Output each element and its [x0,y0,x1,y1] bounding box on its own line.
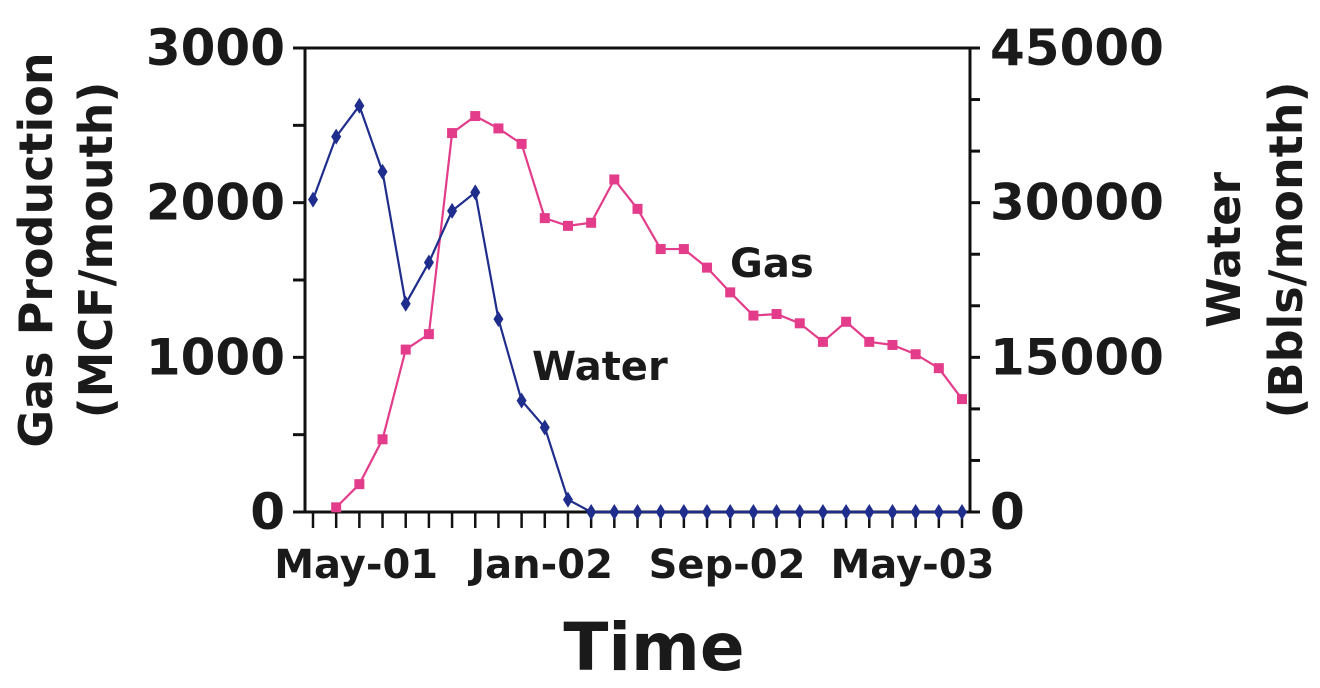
right-y-tick-label: 45000 [990,19,1164,77]
axes [303,46,972,514]
water-point [817,504,828,520]
left-y-tick-label: 1000 [146,328,285,386]
left-y-tick-label: 3000 [146,19,285,77]
x-tick-label: Jan-02 [467,542,613,588]
right-y-tick-label: 15000 [990,328,1164,386]
water-point [910,504,921,520]
right-axis-title-line1: Water [1197,172,1251,328]
left-axis-title-line2: (MCF/mouth) [69,82,123,419]
left-axis-title-line1: Gas Production [9,52,63,447]
water-point [933,504,944,520]
gas-point [841,316,852,327]
series-label-water: Water [532,344,668,390]
gas-point [725,287,736,298]
gas-point [539,213,550,224]
water-point [887,504,898,520]
water-point [539,419,550,436]
x-tick-label: Sep-02 [649,542,806,588]
water-point [609,504,620,520]
series-line-water [311,103,962,514]
water-point [516,392,527,409]
gas-point [609,174,620,185]
water-point [400,295,411,312]
water-point [562,491,573,508]
water-point [586,504,597,520]
water-point [748,504,759,520]
gas-point [748,310,759,321]
gas-point [910,349,921,360]
water-point [678,504,689,520]
right-y-tick-label: 30000 [990,174,1164,232]
plot-frame [303,46,972,514]
x-axis-title: Time [563,609,744,686]
gas-point [632,203,643,214]
gas-point [331,502,342,513]
gas-point [423,329,434,340]
gas-point [817,336,828,347]
gas-point [493,123,504,134]
gas-point [586,217,597,228]
water-point [331,128,342,145]
right-axis-title: Water (Bbls/month) [1197,81,1313,418]
water-point [794,504,805,520]
gas-point [655,244,666,255]
gas-point [887,339,898,350]
water-point [470,184,481,201]
series-layer [308,97,967,520]
x-tick-label: May-03 [831,542,995,588]
water-point [493,311,504,328]
water-point [864,504,875,520]
gas-point [794,318,805,329]
water-point [957,504,967,520]
gas-point [771,309,782,320]
right-y-tick-label: 0 [990,483,1025,541]
left-y-tick-label: 2000 [146,174,285,232]
gas-point [377,434,388,445]
water-point [354,97,365,114]
water-point [771,504,782,520]
series-label-gas: Gas [730,241,814,287]
gas-point [447,128,458,139]
left-axis-title: Gas Production (MCF/mouth) [9,52,123,447]
gas-point [470,111,481,122]
tick-marks [293,46,980,528]
water-point [702,504,713,520]
series-labels: Gas Water [532,241,814,390]
gas-point [354,479,365,490]
water-point [377,163,388,180]
water-point [655,504,666,520]
left-y-tick-label: 0 [250,483,285,541]
gas-point [516,138,527,149]
water-point [632,504,643,520]
water-point [725,504,736,520]
water-point [423,254,434,271]
gas-point [957,394,967,405]
x-tick-label: May-01 [274,542,438,588]
gas-point [933,363,944,374]
series-line-gas [335,114,963,509]
water-point [308,191,318,208]
gas-point [864,336,875,347]
right-axis-title-line2: (Bbls/month) [1259,81,1313,418]
gas-point [562,220,573,231]
gas-point [678,244,689,255]
gas-point [702,262,713,273]
water-point [841,504,852,520]
gas-point [400,344,411,355]
water-point [447,202,458,219]
